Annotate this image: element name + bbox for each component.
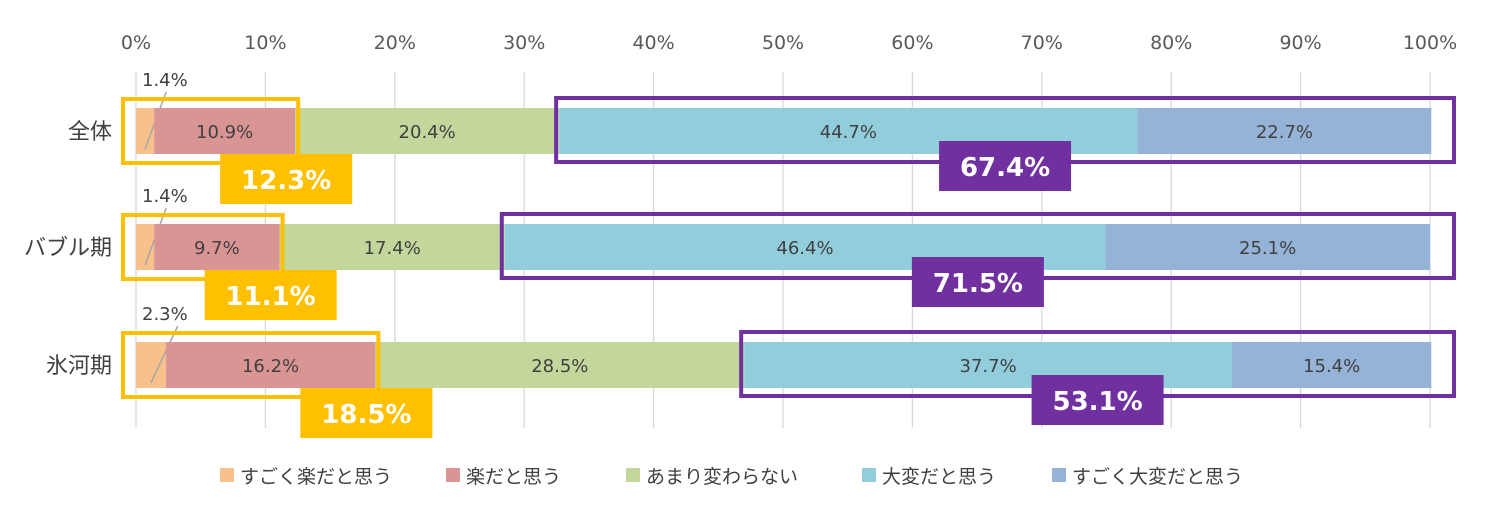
x-tick-label: 90% — [1279, 32, 1321, 54]
easy-outline — [121, 97, 301, 165]
bar-segment — [154, 108, 296, 154]
legend-label: すごく楽だと思う — [240, 466, 392, 488]
x-tick-label: 100% — [1403, 32, 1457, 54]
easy-total-box — [204, 270, 337, 320]
data-label: 46.4% — [776, 238, 833, 259]
data-label: 28.5% — [531, 356, 588, 377]
data-label: 22.7% — [1256, 122, 1313, 143]
bar-segment — [136, 108, 155, 154]
x-tick-label: 0% — [121, 32, 151, 54]
x-tick-label: 70% — [1021, 32, 1063, 54]
easy-total-label: 18.5% — [321, 400, 411, 430]
x-tick-label: 40% — [632, 32, 674, 54]
legend-label: あまり変わらない — [646, 466, 798, 488]
bar-segment — [295, 108, 560, 154]
bar-segment — [375, 342, 745, 388]
bar-segment — [136, 224, 155, 270]
legend-swatch — [446, 468, 460, 482]
legend-swatch — [1052, 468, 1066, 482]
data-label: 25.1% — [1239, 238, 1296, 259]
data-label: 37.7% — [960, 356, 1017, 377]
x-tick-label: 10% — [244, 32, 286, 54]
hard-total-label: 71.5% — [933, 269, 1023, 299]
bar-segment — [154, 224, 280, 270]
x-tick-label: 60% — [891, 32, 933, 54]
data-label: 15.4% — [1303, 356, 1360, 377]
easy-outline — [121, 331, 381, 399]
bar-segment — [165, 342, 376, 388]
data-label: 1.4% — [142, 70, 188, 91]
bar-segment — [1137, 108, 1432, 154]
data-label: 44.7% — [820, 122, 877, 143]
data-label: 1.4% — [142, 186, 188, 207]
bar-segment — [279, 224, 505, 270]
legend-swatch — [626, 468, 640, 482]
x-tick-label: 80% — [1150, 32, 1192, 54]
x-tick-label: 30% — [503, 32, 545, 54]
data-label: 2.3% — [142, 304, 188, 325]
data-label: 17.4% — [364, 238, 421, 259]
legend-swatch — [862, 468, 876, 482]
legend-swatch — [220, 468, 234, 482]
bar-segment — [1232, 342, 1432, 388]
easy-total-label: 11.1% — [226, 282, 316, 312]
easy-total-label: 12.3% — [241, 166, 331, 196]
data-label: 20.4% — [399, 122, 456, 143]
bar-segment — [1105, 224, 1430, 270]
legend-label: 楽だと思う — [466, 466, 561, 488]
easy-outline — [121, 213, 285, 281]
easy-total-box — [300, 388, 433, 438]
data-label: 10.9% — [196, 122, 253, 143]
legend-label: すごく大変だと思う — [1072, 466, 1243, 488]
hard-total-box — [1031, 375, 1164, 425]
category-label: 全体 — [68, 120, 112, 145]
easy-total-box — [220, 154, 353, 204]
data-label: 9.7% — [194, 238, 240, 259]
x-tick-label: 20% — [374, 32, 416, 54]
bar-segment — [136, 342, 166, 388]
category-label: 氷河期 — [46, 354, 112, 379]
data-label: 16.2% — [242, 356, 299, 377]
hard-total-box — [939, 141, 1072, 191]
hard-total-label: 67.4% — [960, 153, 1050, 183]
legend-label: 大変だと思う — [882, 466, 996, 488]
x-tick-label: 50% — [762, 32, 804, 54]
hard-total-box — [911, 257, 1044, 307]
category-label: バブル期 — [24, 236, 112, 261]
hard-total-label: 53.1% — [1052, 387, 1142, 417]
leader-line — [150, 325, 179, 384]
